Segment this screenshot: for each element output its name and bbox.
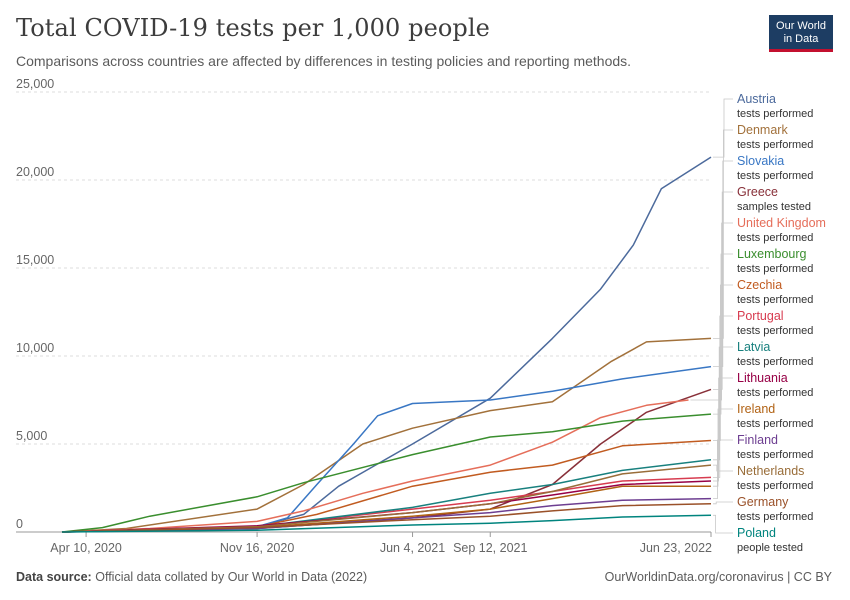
- legend-label-luxembourg: Luxembourg: [737, 247, 807, 261]
- legend-connector: [713, 284, 733, 441]
- legend-label-slovakia: Slovakia: [737, 154, 784, 168]
- data-source-text: Official data collated by Our World in D…: [95, 570, 368, 584]
- legend-connector: [713, 315, 733, 478]
- legend-connector: [713, 98, 733, 158]
- x-tick-label: Sep 12, 2021: [453, 541, 527, 555]
- legend-label-united-kingdom: United Kingdom: [737, 216, 826, 230]
- legend-label-austria: Austria: [737, 92, 776, 106]
- x-axis: Apr 10, 2020 Nov 16, 2020 Jun 4, 2021 Sep 1…: [50, 532, 712, 555]
- legend-sublabel-united-kingdom: tests performed: [737, 232, 813, 244]
- series-line-denmark: [61, 337, 712, 533]
- legend-sublabel-austria: tests performed: [737, 108, 813, 120]
- legend-label-denmark: Denmark: [737, 123, 788, 137]
- legend-label-poland: Poland: [737, 526, 776, 540]
- x-tick-label: Apr 10, 2020: [50, 541, 122, 555]
- legend-label-portugal: Portugal: [737, 309, 784, 323]
- legend-sublabel-ireland: tests performed: [737, 418, 813, 430]
- legend-sublabel-greece: samples tested: [737, 201, 811, 213]
- legend-label-netherlands: Netherlands: [737, 464, 804, 478]
- legend-connector: [713, 464, 733, 472]
- series-line-poland: [61, 514, 712, 533]
- legend-sublabel-latvia: tests performed: [737, 356, 813, 368]
- legend-label-lithuania: Lithuania: [737, 371, 788, 385]
- legend-sublabel-czechia: tests performed: [737, 294, 813, 306]
- legend-sublabel-poland: people tested: [737, 542, 803, 554]
- legend-sublabel-slovakia: tests performed: [737, 170, 813, 182]
- legend-connector: [713, 501, 733, 505]
- x-tick-label: Nov 16, 2020: [220, 541, 294, 555]
- series-line-luxembourg: [61, 413, 712, 533]
- legend-connector: [713, 253, 733, 415]
- x-tick-label: Jun 23, 2022: [640, 541, 712, 555]
- legend-connector: [713, 439, 733, 499]
- legend-label-greece: Greece: [737, 185, 778, 199]
- logo-line-1: Our World: [776, 20, 826, 32]
- legend-connector: [713, 160, 733, 367]
- y-tick-label: 15,000: [16, 253, 54, 267]
- y-tick-label: 0: [16, 517, 23, 531]
- legend-label-czechia: Czechia: [737, 278, 782, 292]
- legend-connector: [713, 377, 733, 482]
- x-tick-label: Jun 4, 2021: [380, 541, 445, 555]
- data-source: Data source: Official data collated by O…: [16, 570, 367, 584]
- legend-connector: [713, 346, 733, 461]
- data-source-label: Data source:: [16, 570, 92, 584]
- legend-sublabel-luxembourg: tests performed: [737, 263, 813, 275]
- y-tick-label: 10,000: [16, 341, 54, 355]
- legend-label-germany: Germany: [737, 495, 789, 509]
- legend-sublabel-portugal: tests performed: [737, 325, 813, 337]
- legend: Austria tests performed Denmark tests perfo…: [737, 92, 826, 554]
- legend-connectors: [690, 98, 733, 534]
- y-tick-label: 20,000: [16, 165, 54, 179]
- legend-sublabel-netherlands: tests performed: [737, 480, 813, 492]
- legend-sublabel-lithuania: tests performed: [737, 387, 813, 399]
- series-line-germany: [61, 503, 712, 533]
- legend-connector: [713, 514, 733, 534]
- legend-connector: [690, 222, 733, 401]
- grid-layer: 0 5,000 10,000 15,000 20,000 25,000: [16, 77, 711, 533]
- legend-connector: [713, 191, 733, 390]
- series-line-finland: [61, 497, 712, 533]
- chart-title: Total COVID-19 tests per 1,000 people: [16, 14, 490, 42]
- logo-line-2: in Data: [783, 33, 819, 45]
- series-lines: [61, 156, 712, 533]
- legend-label-latvia: Latvia: [737, 340, 770, 354]
- legend-label-finland: Finland: [737, 433, 778, 447]
- chart-subtitle: Comparisons across countries are affecte…: [16, 53, 632, 69]
- legend-sublabel-germany: tests performed: [737, 511, 813, 523]
- legend-connector: [713, 408, 733, 487]
- legend-sublabel-denmark: tests performed: [737, 139, 813, 151]
- owid-logo[interactable]: Our World in Data: [769, 15, 833, 52]
- y-tick-label: 5,000: [16, 429, 47, 443]
- line-chart: 0 5,000 10,000 15,000 20,000 25,000 Apr 10, 2…: [16, 77, 826, 555]
- series-line-slovakia: [61, 365, 712, 533]
- legend-label-ireland: Ireland: [737, 402, 775, 416]
- source-url-link[interactable]: OurWorldinData.org/coronavirus | CC BY: [604, 570, 832, 584]
- series-line-united-kingdom: [61, 399, 689, 533]
- series-line-netherlands: [61, 464, 712, 533]
- y-tick-label: 25,000: [16, 77, 54, 91]
- legend-connector: [713, 129, 733, 339]
- legend-sublabel-finland: tests performed: [737, 449, 813, 461]
